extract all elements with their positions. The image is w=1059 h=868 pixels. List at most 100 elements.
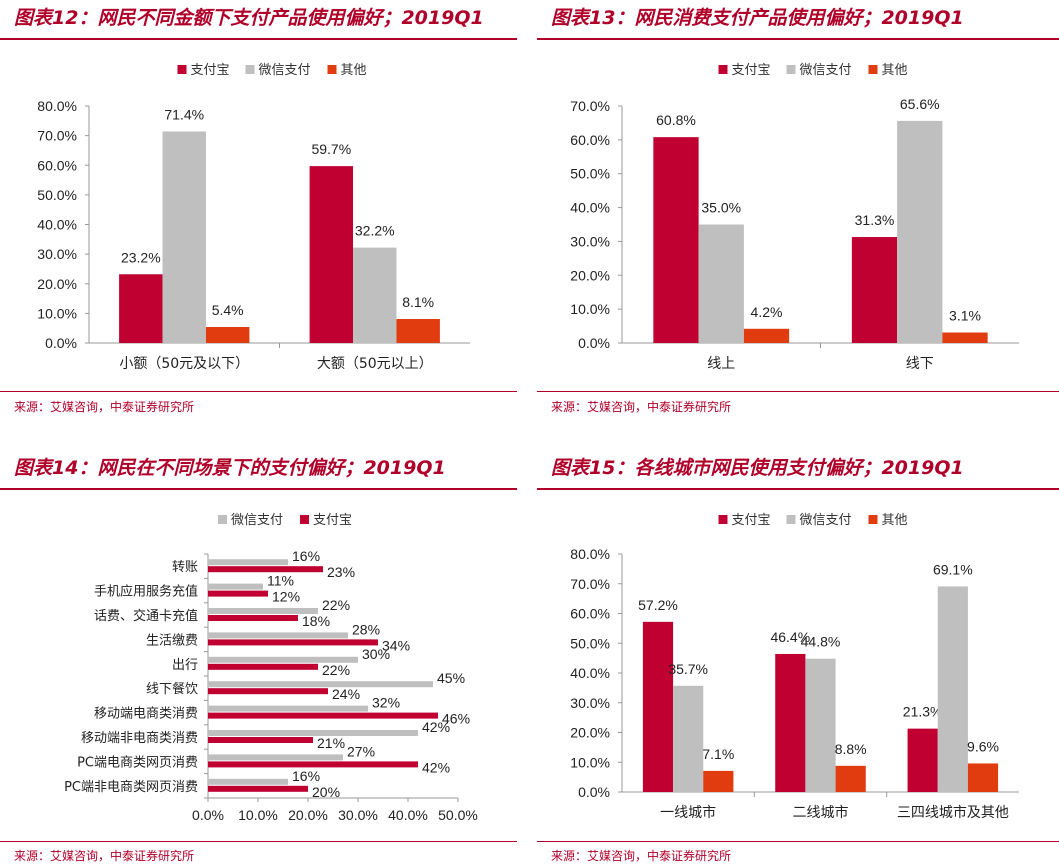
chart-panel-13: 图表13：网民消费支付产品使用偏好；2019Q1 支付宝 微信支付 其他 0.0% 10… <box>537 0 1059 420</box>
x-tick-label: 20.0% <box>288 807 328 823</box>
y-category-label: 移动端电商类消费 <box>94 707 198 722</box>
legend-label: 其他 <box>882 63 908 78</box>
y-category-label: 手机应用服务充值 <box>94 584 198 600</box>
x-tick-label: 0.0% <box>192 807 224 823</box>
bar <box>673 685 704 792</box>
title-divider <box>537 38 1059 40</box>
y-tick-label: 20.0% <box>570 725 610 741</box>
data-label: 5.4% <box>212 302 244 318</box>
data-label: 45% <box>437 670 465 686</box>
y-tick-label: 10.0% <box>570 301 610 317</box>
data-label: 3.1% <box>949 308 981 324</box>
y-tick-label: 40.0% <box>570 200 610 216</box>
chart-title: 图表15：各线城市网民使用支付偏好；2019Q1 <box>551 457 964 479</box>
data-label: 7.1% <box>702 746 734 762</box>
bar <box>937 586 968 792</box>
data-label: 32% <box>372 695 400 711</box>
bar <box>119 274 163 343</box>
data-label: 35.0% <box>701 200 741 216</box>
data-label: 71.4% <box>164 106 204 122</box>
bar <box>208 608 318 614</box>
y-tick-label: 30.0% <box>570 233 610 249</box>
bar <box>353 247 397 343</box>
bar <box>967 763 999 792</box>
y-tick-label: 20.0% <box>37 276 77 292</box>
y-tick-label: 30.0% <box>37 246 77 262</box>
data-label: 23.2% <box>121 249 161 265</box>
source-divider <box>537 391 1059 392</box>
y-tick-label: 60.0% <box>570 606 610 622</box>
bar <box>208 778 288 785</box>
bar <box>775 653 806 792</box>
chart-title: 图表13：网民消费支付产品使用偏好；2019Q1 <box>551 7 964 29</box>
data-label: 46% <box>442 711 470 727</box>
y-category-label: 话费、交通卡充值 <box>94 608 198 624</box>
bar <box>205 327 250 343</box>
data-label: 23% <box>327 564 355 580</box>
data-label: 8.1% <box>402 294 434 310</box>
legend-label: 微信支付 <box>800 63 852 78</box>
legend-label: 支付宝 <box>732 513 771 528</box>
bar <box>698 224 744 343</box>
bar <box>208 705 368 712</box>
bar <box>897 120 943 343</box>
legend-swatch <box>300 515 309 524</box>
y-tick-label: 0.0% <box>578 335 610 351</box>
chart-panel-14: 图表14：网民在不同场景下的支付偏好；2019Q1 微信支付 支付宝 0.0% 10.… <box>0 450 517 868</box>
bar <box>208 663 318 670</box>
chart-svg: 支付宝 微信支付 其他 0.0% 10.0% 20.0% 30.0% 40.0% 50.0% 60… <box>570 513 1019 821</box>
bar <box>208 785 308 792</box>
source-divider <box>0 841 517 842</box>
x-tick-label: 30.0% <box>338 807 378 823</box>
y-tick-label: 50.0% <box>570 166 610 182</box>
data-label: 28% <box>352 621 380 637</box>
y-category-label: 生活缴费 <box>146 633 198 648</box>
data-label: 11% <box>267 573 294 589</box>
legend-swatch <box>327 65 337 74</box>
x-category-label: 小额（50元及以下） <box>119 356 249 372</box>
legend-swatch <box>868 65 878 74</box>
legend-swatch <box>177 65 187 74</box>
data-label: 65.6% <box>900 96 940 112</box>
legend-swatch <box>718 65 728 74</box>
legend-label: 支付宝 <box>732 63 771 78</box>
bar <box>208 761 418 768</box>
chart-panel-12: 图表12：网民不同金额下支付产品使用偏好；2019Q1 支付宝 微信支付 其他 0.0… <box>0 0 517 420</box>
data-label: 18% <box>302 613 330 629</box>
title-divider <box>0 488 517 490</box>
bar <box>642 621 674 792</box>
bar <box>805 658 836 792</box>
legend-label: 支付宝 <box>313 513 352 528</box>
source-divider <box>0 391 517 392</box>
bar <box>743 328 790 343</box>
data-label: 21% <box>317 735 345 751</box>
chart-panel-15: 图表15：各线城市网民使用支付偏好；2019Q1 支付宝 微信支付 其他 0.0% 10… <box>537 450 1059 868</box>
data-label: 42% <box>422 759 450 775</box>
y-tick-label: 70.0% <box>37 128 77 144</box>
legend-swatch <box>868 515 878 524</box>
data-label: 57.2% <box>638 597 678 613</box>
bar <box>208 681 433 688</box>
data-label: 34% <box>382 637 410 653</box>
data-label: 60.8% <box>656 112 696 128</box>
y-category-label: 线下餐饮 <box>146 681 198 697</box>
title-divider <box>0 38 517 40</box>
legend-label: 其他 <box>882 513 908 528</box>
bar <box>208 615 298 621</box>
y-tick-label: 20.0% <box>570 267 610 283</box>
y-tick-label: 50.0% <box>570 635 610 651</box>
data-label: 12% <box>272 589 300 605</box>
y-tick-label: 0.0% <box>578 784 610 800</box>
y-category-label: PC端非电商类网页消费 <box>64 780 198 795</box>
bar <box>835 765 866 792</box>
source-note: 来源：艾媒咨询，中泰证券研究所 <box>14 400 195 414</box>
bar <box>942 332 988 343</box>
x-tick-label: 50.0% <box>438 807 478 823</box>
bar <box>396 319 440 343</box>
y-tick-label: 80.0% <box>37 98 77 114</box>
y-tick-label: 60.0% <box>570 132 610 148</box>
chart-title: 图表14：网民在不同场景下的支付偏好；2019Q1 <box>14 457 446 479</box>
y-tick-label: 70.0% <box>570 576 610 592</box>
data-label: 24% <box>332 686 360 702</box>
source-divider <box>537 841 1059 842</box>
